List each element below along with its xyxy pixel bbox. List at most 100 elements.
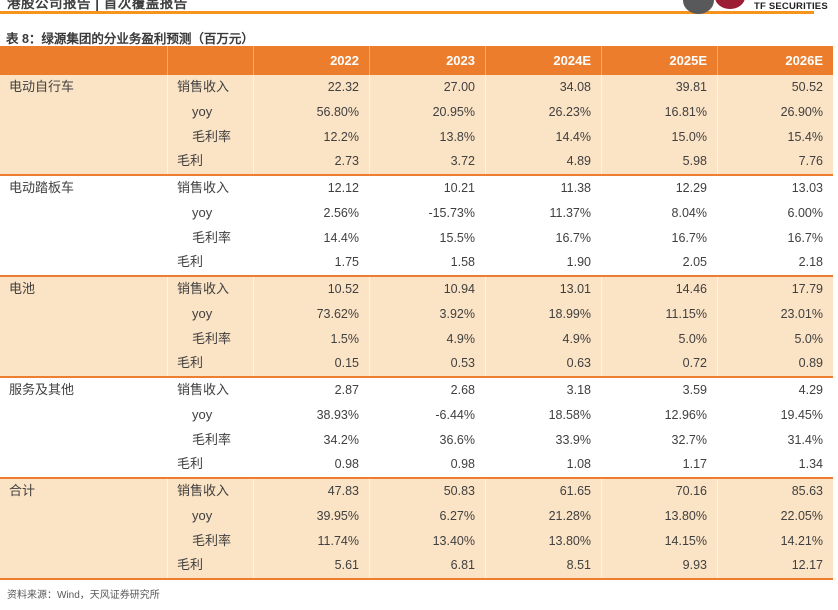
segment-name-cell: 电池	[9, 281, 36, 296]
table-row: 电动踏板车 销售收入 12.12 10.21 11.38 12.29 13.03	[0, 176, 833, 201]
value-cell: 16.81%	[601, 99, 717, 125]
value-cell: -6.44%	[369, 402, 485, 428]
value-cell: 12.17	[717, 553, 833, 578]
value-cell: 18.99%	[485, 301, 601, 327]
segment-group: 合计 销售收入 47.83 50.83 61.65 70.16 85.63 yoy 39.95%…	[0, 479, 833, 580]
value-cell: 5.61	[253, 553, 369, 578]
metric-label-cell: yoy	[167, 402, 253, 428]
value-cell: 34.2%	[253, 427, 369, 453]
segment-name-cell: 电动自行车	[9, 79, 75, 94]
value-cell: 2.18	[717, 250, 833, 275]
table-row: 服务及其他 销售收入 2.87 2.68 3.18 3.59 4.29	[0, 378, 833, 403]
value-cell: 34.08	[485, 75, 601, 100]
segment-name-cell	[0, 553, 167, 578]
value-cell: 15.4%	[717, 124, 833, 150]
value-cell: 5.98	[601, 149, 717, 174]
tf-logo-red-circle-icon	[715, 0, 745, 9]
value-cell: 4.9%	[369, 326, 485, 352]
value-cell: 0.89	[717, 351, 833, 376]
table-row: 毛利率 1.5% 4.9% 4.9% 5.0% 5.0%	[0, 326, 833, 352]
value-cell: 0.98	[253, 452, 369, 477]
year-column-header: 2025E	[601, 46, 717, 75]
value-cell: 3.18	[485, 378, 601, 403]
metric-column-header	[167, 46, 253, 75]
table-row: yoy 73.62% 3.92% 18.99% 11.15% 23.01%	[0, 301, 833, 327]
value-cell: 32.7%	[601, 427, 717, 453]
metric-label-cell: 毛利	[167, 452, 253, 477]
table-row: 电动自行车 销售收入 22.32 27.00 34.08 39.81 50.52	[0, 75, 833, 100]
segment-name-cell	[0, 250, 167, 275]
value-cell: 13.03	[717, 176, 833, 201]
table-row: yoy 39.95% 6.27% 21.28% 13.80% 22.05%	[0, 503, 833, 529]
value-cell: 6.00%	[717, 200, 833, 226]
metric-label-cell: 毛利	[167, 553, 253, 578]
value-cell: 85.63	[717, 479, 833, 504]
metric-label-cell: yoy	[167, 301, 253, 327]
forecast-table: 2022 2023 2024E 2025E 2026E 电动自行车 销售收入 22.32 27…	[0, 46, 833, 580]
segment-name-cell	[0, 226, 167, 251]
value-cell: 13.80%	[485, 528, 601, 554]
value-cell: 8.04%	[601, 200, 717, 226]
value-cell: 0.15	[253, 351, 369, 376]
value-cell: 31.4%	[717, 427, 833, 453]
value-cell: 20.95%	[369, 99, 485, 125]
segment-group: 电动踏板车 销售收入 12.12 10.21 11.38 12.29 13.03 yoy 2.5…	[0, 176, 833, 277]
table-row: 毛利率 12.2% 13.8% 14.4% 15.0% 15.4%	[0, 124, 833, 150]
value-cell: 9.93	[601, 553, 717, 578]
year-column-header: 2023	[369, 46, 485, 75]
value-cell: 0.98	[369, 452, 485, 477]
value-cell: 1.5%	[253, 326, 369, 352]
value-cell: 38.93%	[253, 402, 369, 428]
report-type-header: 港股公司报告 | 首次覆盖报告	[7, 0, 188, 11]
value-cell: 0.63	[485, 351, 601, 376]
table-body: 电动自行车 销售收入 22.32 27.00 34.08 39.81 50.52 yoy 56.…	[0, 75, 833, 580]
value-cell: 8.51	[485, 553, 601, 578]
value-cell: 17.79	[717, 277, 833, 302]
metric-label-cell: yoy	[167, 99, 253, 125]
value-cell: 15.0%	[601, 124, 717, 150]
value-cell: 22.05%	[717, 503, 833, 529]
value-cell: 12.29	[601, 176, 717, 201]
segment-column-header	[0, 46, 167, 75]
value-cell: 26.23%	[485, 99, 601, 125]
value-cell: 14.15%	[601, 528, 717, 554]
value-cell: 6.81	[369, 553, 485, 578]
table-row: 毛利 5.61 6.81 8.51 9.93 12.17	[0, 553, 833, 578]
value-cell: 22.32	[253, 75, 369, 100]
value-cell: 5.0%	[717, 326, 833, 352]
value-cell: 6.27%	[369, 503, 485, 529]
metric-label-cell: 销售收入	[167, 176, 253, 201]
value-cell: 12.2%	[253, 124, 369, 150]
value-cell: 11.15%	[601, 301, 717, 327]
value-cell: 14.4%	[253, 225, 369, 251]
segment-group: 电池 销售收入 10.52 10.94 13.01 14.46 17.79 yoy 73.62%…	[0, 277, 833, 378]
table-row: 毛利率 14.4% 15.5% 16.7% 16.7% 16.7%	[0, 225, 833, 251]
value-cell: 3.72	[369, 149, 485, 174]
metric-label-cell: 毛利率	[167, 124, 253, 150]
table-row: 电池 销售收入 10.52 10.94 13.01 14.46 17.79	[0, 277, 833, 302]
year-column-header: 2024E	[485, 46, 601, 75]
segment-name-cell	[0, 100, 167, 125]
value-cell: 13.80%	[601, 503, 717, 529]
value-cell: -15.73%	[369, 200, 485, 226]
value-cell: 13.40%	[369, 528, 485, 554]
value-cell: 2.68	[369, 378, 485, 403]
value-cell: 61.65	[485, 479, 601, 504]
metric-label-cell: 毛利	[167, 351, 253, 376]
value-cell: 12.12	[253, 176, 369, 201]
metric-label-cell: 毛利	[167, 250, 253, 275]
value-cell: 47.83	[253, 479, 369, 504]
value-cell: 1.08	[485, 452, 601, 477]
value-cell: 1.58	[369, 250, 485, 275]
value-cell: 11.74%	[253, 528, 369, 554]
metric-label-cell: 毛利	[167, 149, 253, 174]
table-row: 毛利 0.15 0.53 0.63 0.72 0.89	[0, 351, 833, 376]
table-row: 合计 销售收入 47.83 50.83 61.65 70.16 85.63	[0, 479, 833, 504]
value-cell: 36.6%	[369, 427, 485, 453]
value-cell: 18.58%	[485, 402, 601, 428]
segment-name-cell: 电动踏板车	[9, 180, 75, 195]
value-cell: 2.87	[253, 378, 369, 403]
segment-name-cell	[0, 504, 167, 529]
value-cell: 1.75	[253, 250, 369, 275]
